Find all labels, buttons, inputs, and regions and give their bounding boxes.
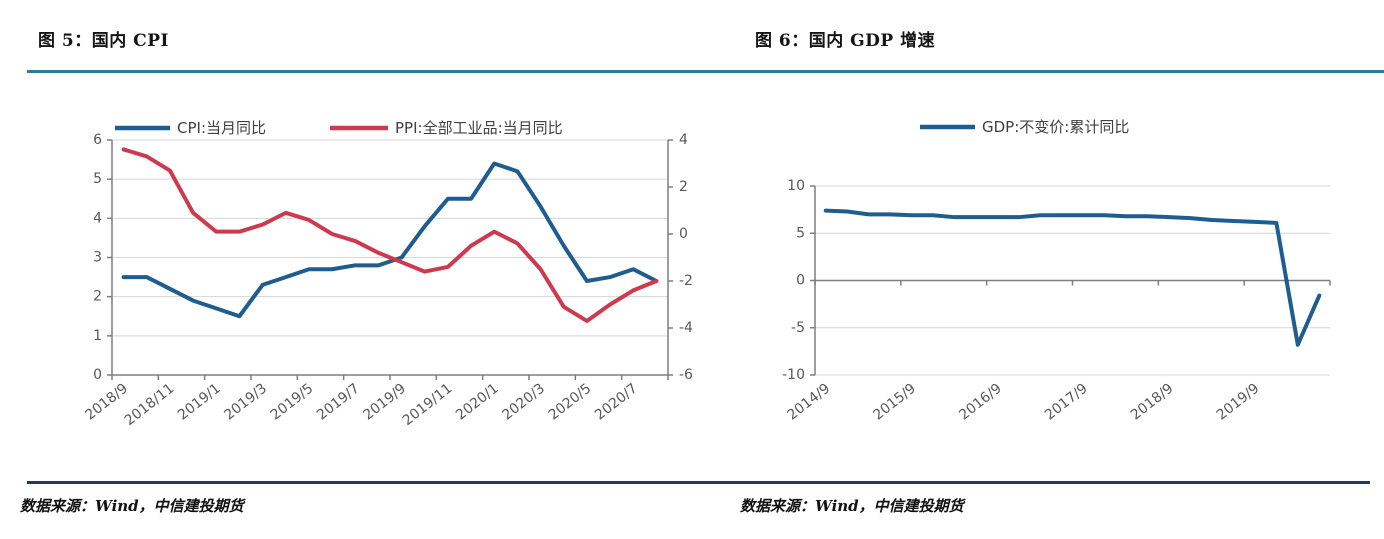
svg-text:2019/1: 2019/1 [175,381,224,424]
svg-text:2017/9: 2017/9 [1042,381,1091,424]
svg-text:3: 3 [93,250,102,266]
svg-text:4: 4 [93,210,102,226]
svg-text:2018/11: 2018/11 [122,381,178,429]
svg-text:2019/7: 2019/7 [314,381,363,424]
svg-text:5: 5 [93,171,102,187]
series-line [823,208,1322,347]
svg-text:2018/9: 2018/9 [1128,381,1177,424]
figure5-title: 图 5：国内 CPI [38,31,169,51]
svg-text:4: 4 [679,132,688,148]
svg-text:2020/3: 2020/3 [499,381,548,424]
svg-text:2: 2 [93,289,102,305]
svg-text:2014/9: 2014/9 [785,381,834,424]
svg-text:2019/9: 2019/9 [1214,381,1263,424]
svg-text:-10: -10 [782,367,805,383]
svg-text:-5: -5 [791,320,805,336]
svg-text:-2: -2 [679,273,693,289]
source-divider-rule [27,481,1370,484]
figure6-title: 图 6：国内 GDP 增速 [755,31,936,51]
legend-label: CPI:当月同比 [177,119,266,137]
series-line [121,161,659,319]
svg-text:2020/5: 2020/5 [546,381,595,424]
svg-text:2015/9: 2015/9 [870,381,919,424]
svg-text:6: 6 [93,132,102,148]
svg-text:2019/5: 2019/5 [268,381,317,424]
svg-text:0: 0 [796,273,805,289]
svg-text:0: 0 [93,367,102,383]
svg-text:-4: -4 [679,320,693,336]
svg-text:1: 1 [93,328,102,344]
svg-text:2020/7: 2020/7 [592,381,641,424]
svg-text:2016/9: 2016/9 [956,381,1005,424]
svg-text:2020/1: 2020/1 [453,381,502,424]
svg-text:5: 5 [796,225,805,241]
svg-text:0: 0 [679,226,688,242]
series-line [121,147,659,323]
svg-text:2: 2 [679,179,688,195]
svg-text:10: 10 [787,178,805,194]
cpi-ppi-line-chart: 6543210420-2-4-62018/92018/112019/12019/… [82,119,693,429]
svg-text:-6: -6 [679,367,693,383]
svg-text:2019/11: 2019/11 [400,381,456,429]
data-source-right: 数据来源：Wind，中信建投期货 [740,497,964,515]
data-source-left: 数据来源：Wind，中信建投期货 [20,497,244,515]
legend-label: GDP:不变价:累计同比 [982,118,1129,136]
title-divider-rule [27,70,1384,73]
svg-text:2019/3: 2019/3 [221,381,270,424]
legend-label: PPI:全部工业品:当月同比 [395,119,563,137]
